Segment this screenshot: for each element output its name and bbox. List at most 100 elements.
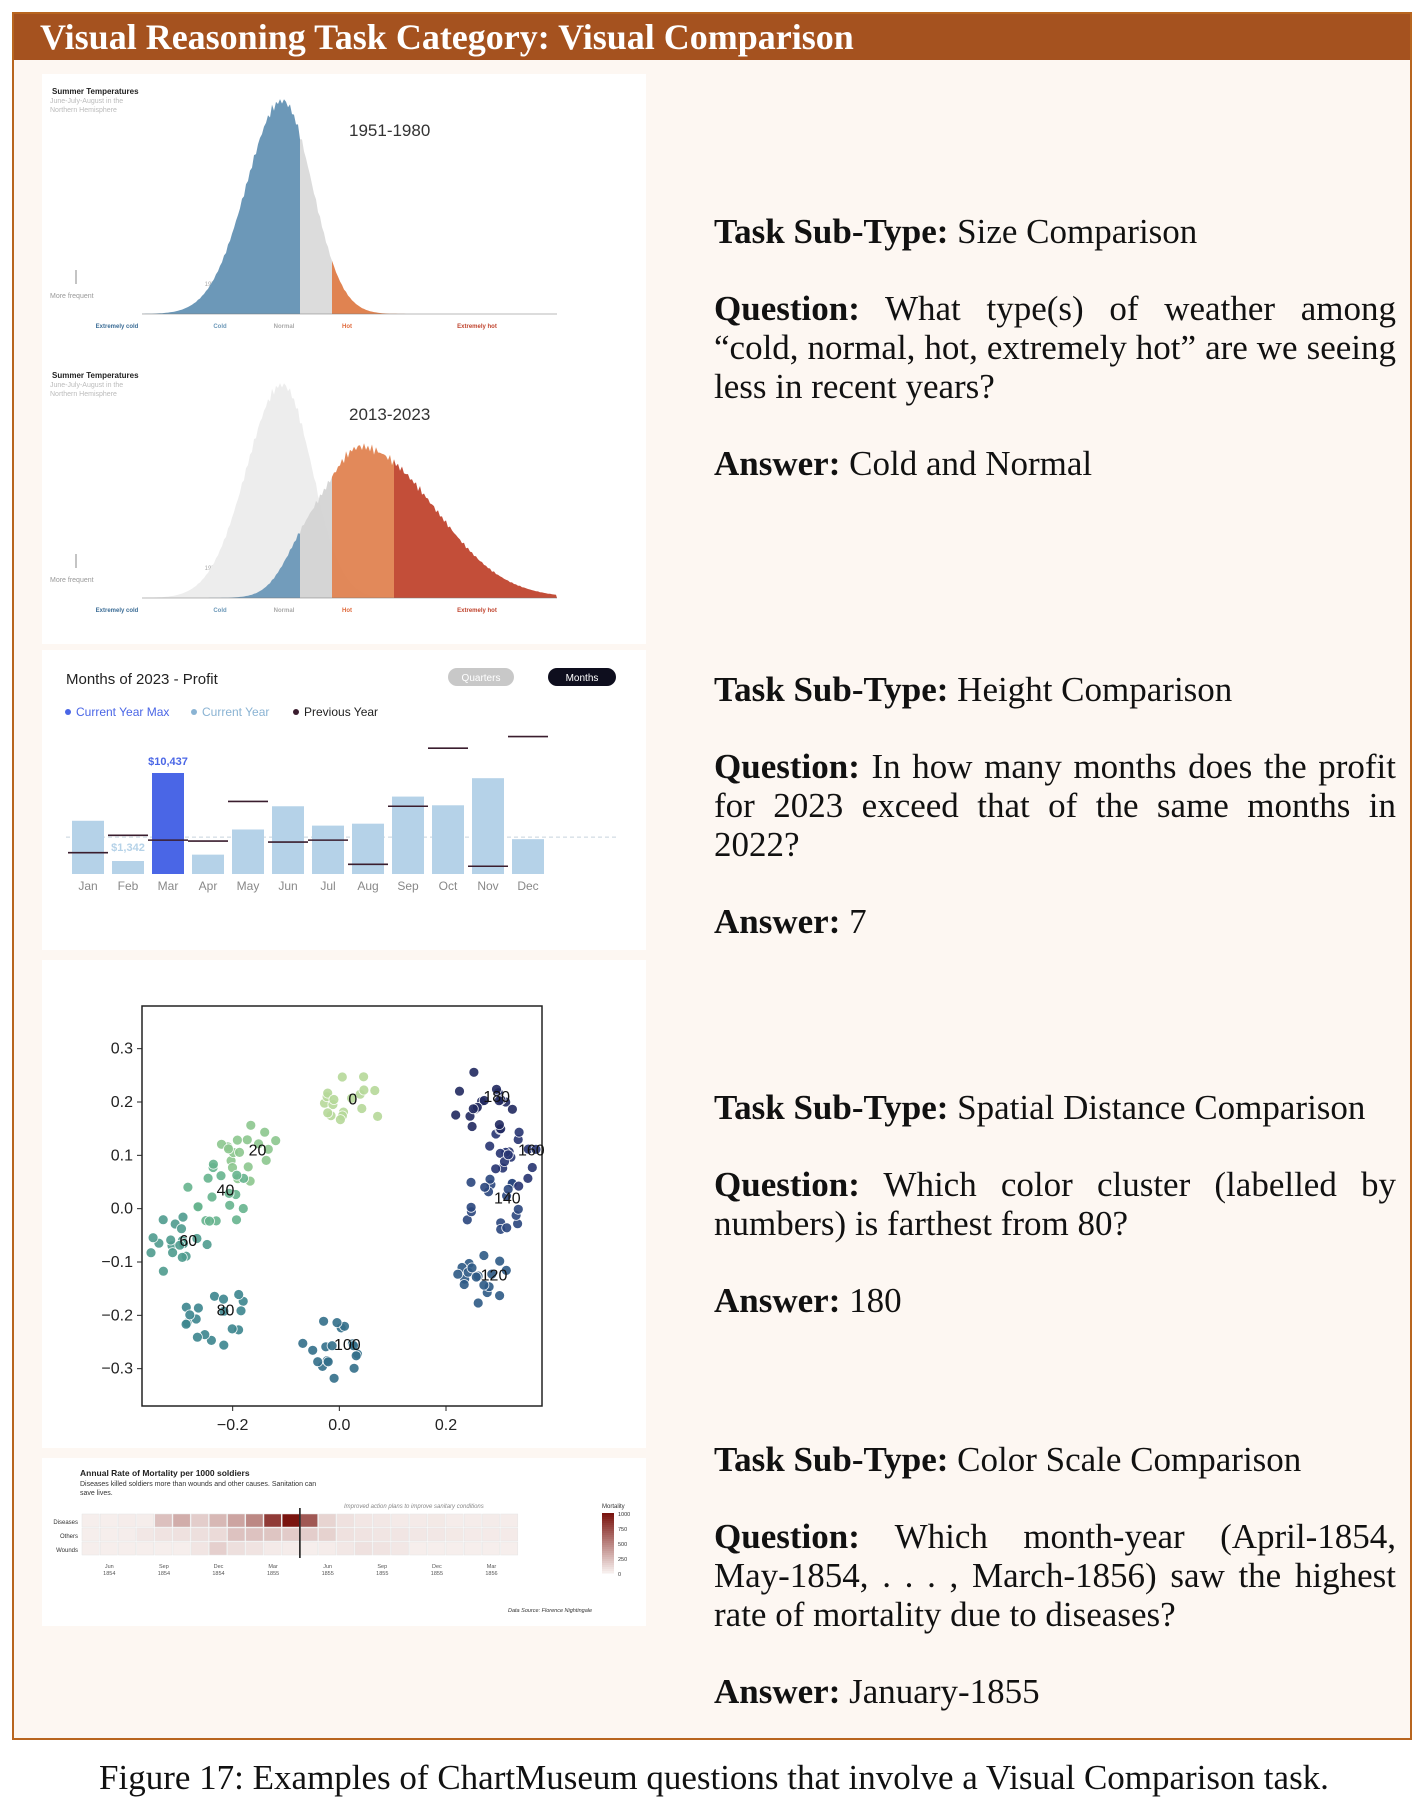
scatter-point [182, 1181, 194, 1193]
answer-text: January-1855 [849, 1672, 1040, 1711]
scatter-point [226, 1323, 238, 1335]
month-label: May [237, 879, 260, 893]
subtype-label: Task Sub-Type: [714, 670, 949, 709]
legend-previous: Previous Year [304, 705, 378, 719]
scatter-point [242, 1161, 254, 1173]
bar-aug [352, 823, 384, 874]
hot-area [332, 443, 394, 598]
answer-label: Answer: [714, 902, 841, 941]
y-tick-label: 0.1 [111, 1147, 133, 1164]
quarters-toggle[interactable] [448, 668, 514, 686]
scatter-point [478, 1279, 490, 1291]
month-label: Apr [199, 879, 218, 893]
scatter-point [253, 1138, 265, 1150]
category-label: Cold [213, 324, 227, 330]
scatter-point [234, 1146, 245, 1158]
figure-frame: Visual Reasoning Task Category: Visual C… [12, 12, 1412, 1740]
y-tick-label: −0.3 [101, 1361, 133, 1378]
row-label: Diseases [53, 1520, 78, 1526]
x-tick-label: −0.2 [217, 1417, 249, 1434]
month-label: Aug [357, 879, 378, 893]
subtype-label: Task Sub-Type: [714, 1088, 949, 1127]
heatmap-cell [391, 1527, 409, 1542]
scatter-point [165, 1234, 177, 1246]
subtype-value: Spatial Distance Comparison [957, 1088, 1366, 1127]
scatter-point [484, 1173, 496, 1185]
heatmap-cell [463, 1541, 482, 1556]
scatter-point [452, 1268, 464, 1280]
heatmap-cell [354, 1527, 373, 1542]
temperature-charts: Summer Temperatures June-July-August in … [50, 87, 557, 614]
scatter-point [206, 1191, 218, 1203]
scatter-point [241, 1134, 253, 1146]
legend-swatch [602, 1555, 614, 1558]
scatter-point [467, 1103, 479, 1115]
scatter-point [491, 1083, 502, 1095]
question-text: Which color cluster (labelled by numbers… [714, 1165, 1397, 1243]
months-toggle[interactable] [548, 668, 616, 686]
x-tick-label: Jun [105, 1564, 114, 1570]
scatter-point [336, 1071, 348, 1083]
month-label: Jan [78, 879, 97, 893]
heatmap-subtitle: Diseases killed soldiers more than wound… [80, 1481, 317, 1497]
cluster-label: 100 [334, 1337, 361, 1354]
scatter-point [326, 1340, 338, 1352]
bar-jun [272, 806, 304, 874]
normal-area [300, 476, 332, 598]
heatmap-cell [245, 1527, 264, 1542]
legend-dot-current [191, 709, 197, 715]
legend-swatch [602, 1527, 614, 1530]
question-text: What type(s) of weather among “cold, nor… [714, 289, 1396, 406]
heatmap-cell [99, 1541, 118, 1556]
heatmap-cell [318, 1541, 337, 1556]
scatter-point [209, 1290, 220, 1302]
scatter-point [318, 1315, 330, 1327]
subtype-value: Height Comparison [957, 670, 1233, 709]
scatter-point [468, 1066, 480, 1078]
scatter-point [191, 1331, 203, 1343]
scatter-point [486, 1268, 498, 1280]
question-text: Which month-year (April-1854, May-1854, … [714, 1517, 1397, 1634]
figure-caption: Figure 17: Examples of ChartMuseum quest… [99, 1758, 1329, 1797]
heatmap-cell [409, 1527, 428, 1542]
heatmap-cell [172, 1513, 191, 1528]
cluster-label: 120 [481, 1268, 508, 1285]
heatmap-cell [281, 1541, 300, 1556]
scatter-point [262, 1143, 274, 1155]
heatmap-cell [172, 1541, 191, 1556]
legend-swatch [602, 1519, 614, 1522]
scatter-point [215, 1170, 227, 1182]
row-label: Others [60, 1534, 78, 1540]
scatter-point [513, 1180, 525, 1192]
hot-area [332, 260, 557, 314]
legend-tick-label: 250 [618, 1557, 627, 1563]
scatter-point [494, 1290, 506, 1302]
min-value-label: $1,342 [111, 842, 145, 854]
scatter-point [358, 1071, 370, 1083]
scatter-point [465, 1201, 477, 1213]
heatmap-cell [81, 1541, 100, 1556]
scatter-point [145, 1247, 157, 1259]
legend-swatch [602, 1533, 614, 1536]
x-tick-label: 0.2 [435, 1417, 457, 1434]
heatmap-cell [318, 1513, 337, 1528]
subtype-label: Task Sub-Type: [714, 1440, 949, 1479]
category-label: Extremely hot [457, 608, 497, 614]
bar-nov [472, 778, 504, 874]
legend-swatch [602, 1543, 614, 1546]
scatter-point [466, 1262, 478, 1274]
heatmap-cell [300, 1527, 318, 1542]
heatmap-source: Data Source: Florence Nightingale [508, 1608, 592, 1614]
legend-swatch [602, 1549, 614, 1552]
cold-area [142, 533, 300, 598]
heatmap-cell [172, 1527, 191, 1542]
scatter-point [176, 1223, 187, 1235]
scatter-point [207, 1158, 219, 1170]
legend-swatch [602, 1517, 614, 1520]
temp1-period: 1951-1980 [349, 121, 430, 140]
heatmap-cell [354, 1541, 373, 1556]
bar-apr [192, 854, 224, 874]
scatter-point [465, 1176, 477, 1188]
scatter-point [218, 1293, 229, 1305]
legend-swatch [602, 1521, 614, 1524]
